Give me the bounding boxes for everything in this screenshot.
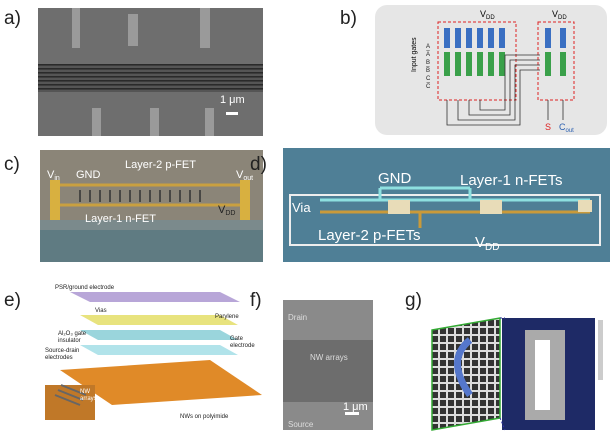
sensor-image [431,317,603,431]
inset-label: NW [80,389,90,395]
gate-el-label: Gate [230,336,244,342]
layer2-label: Layer-2 p-FET [125,159,196,171]
inset-label: arrays [80,396,97,402]
via-label: Via [292,200,311,215]
input-label: B̅ [426,67,430,74]
sum-label: S [545,122,551,132]
vdd-label: VDD [218,204,235,217]
panel-label: g) [405,290,422,311]
gate-ins-label: Al₂O₃ gate [58,331,87,337]
layer1-label: Layer-1 n-FETs [460,172,563,189]
device-render [40,150,263,262]
input-label: A̅ [426,51,430,58]
vout-label: Vout [236,169,253,182]
psr-label: PSR/ground electrode [55,285,115,291]
sd-label: electrodes [45,355,73,361]
layer1-label: Layer-1 n-FET [85,213,156,225]
input-label: B [426,60,430,66]
sem-image [38,8,263,136]
vdd-label: VDD [552,9,567,21]
vdd-label: VDD [475,234,499,253]
panel-label: e) [4,290,21,311]
drain-label: Drain [288,313,307,322]
panel-label: b) [340,8,357,29]
panel-label: f) [250,290,262,311]
gnd-label: GND [76,169,101,181]
scale-label: 1 μm [220,94,245,106]
panel-label: d) [250,154,267,175]
scale-label: 1 μm [343,401,368,413]
optical-image [283,148,610,262]
nw-label: NW arrays [310,353,348,362]
panel-label: c) [4,154,20,175]
layer-stack [45,292,262,420]
input-label: A [426,44,430,50]
input-label: C̅ [426,83,431,90]
gnd-label: GND [378,170,412,187]
gate-el-label: electrode [230,343,255,349]
gate-ins-label: insulator [58,338,81,344]
nws-label: NWs on polyimide [180,414,229,420]
circuit-diagram [375,5,607,135]
input-label: C [426,76,431,82]
input-gates-label: Input gates [411,37,418,72]
cout-label: Cout [559,122,574,134]
parylene-label: Parylene [215,314,239,320]
vias-label: Vias [95,308,107,314]
sem-image [283,300,373,430]
source-label: Source [288,420,314,429]
panel-label: a) [4,8,21,29]
layer2-label: Layer-2 p-FETs [318,227,421,244]
sd-label: Source-drain [45,348,79,354]
vin-label: Vin [47,169,60,182]
vdd-label: VDD [480,9,495,21]
